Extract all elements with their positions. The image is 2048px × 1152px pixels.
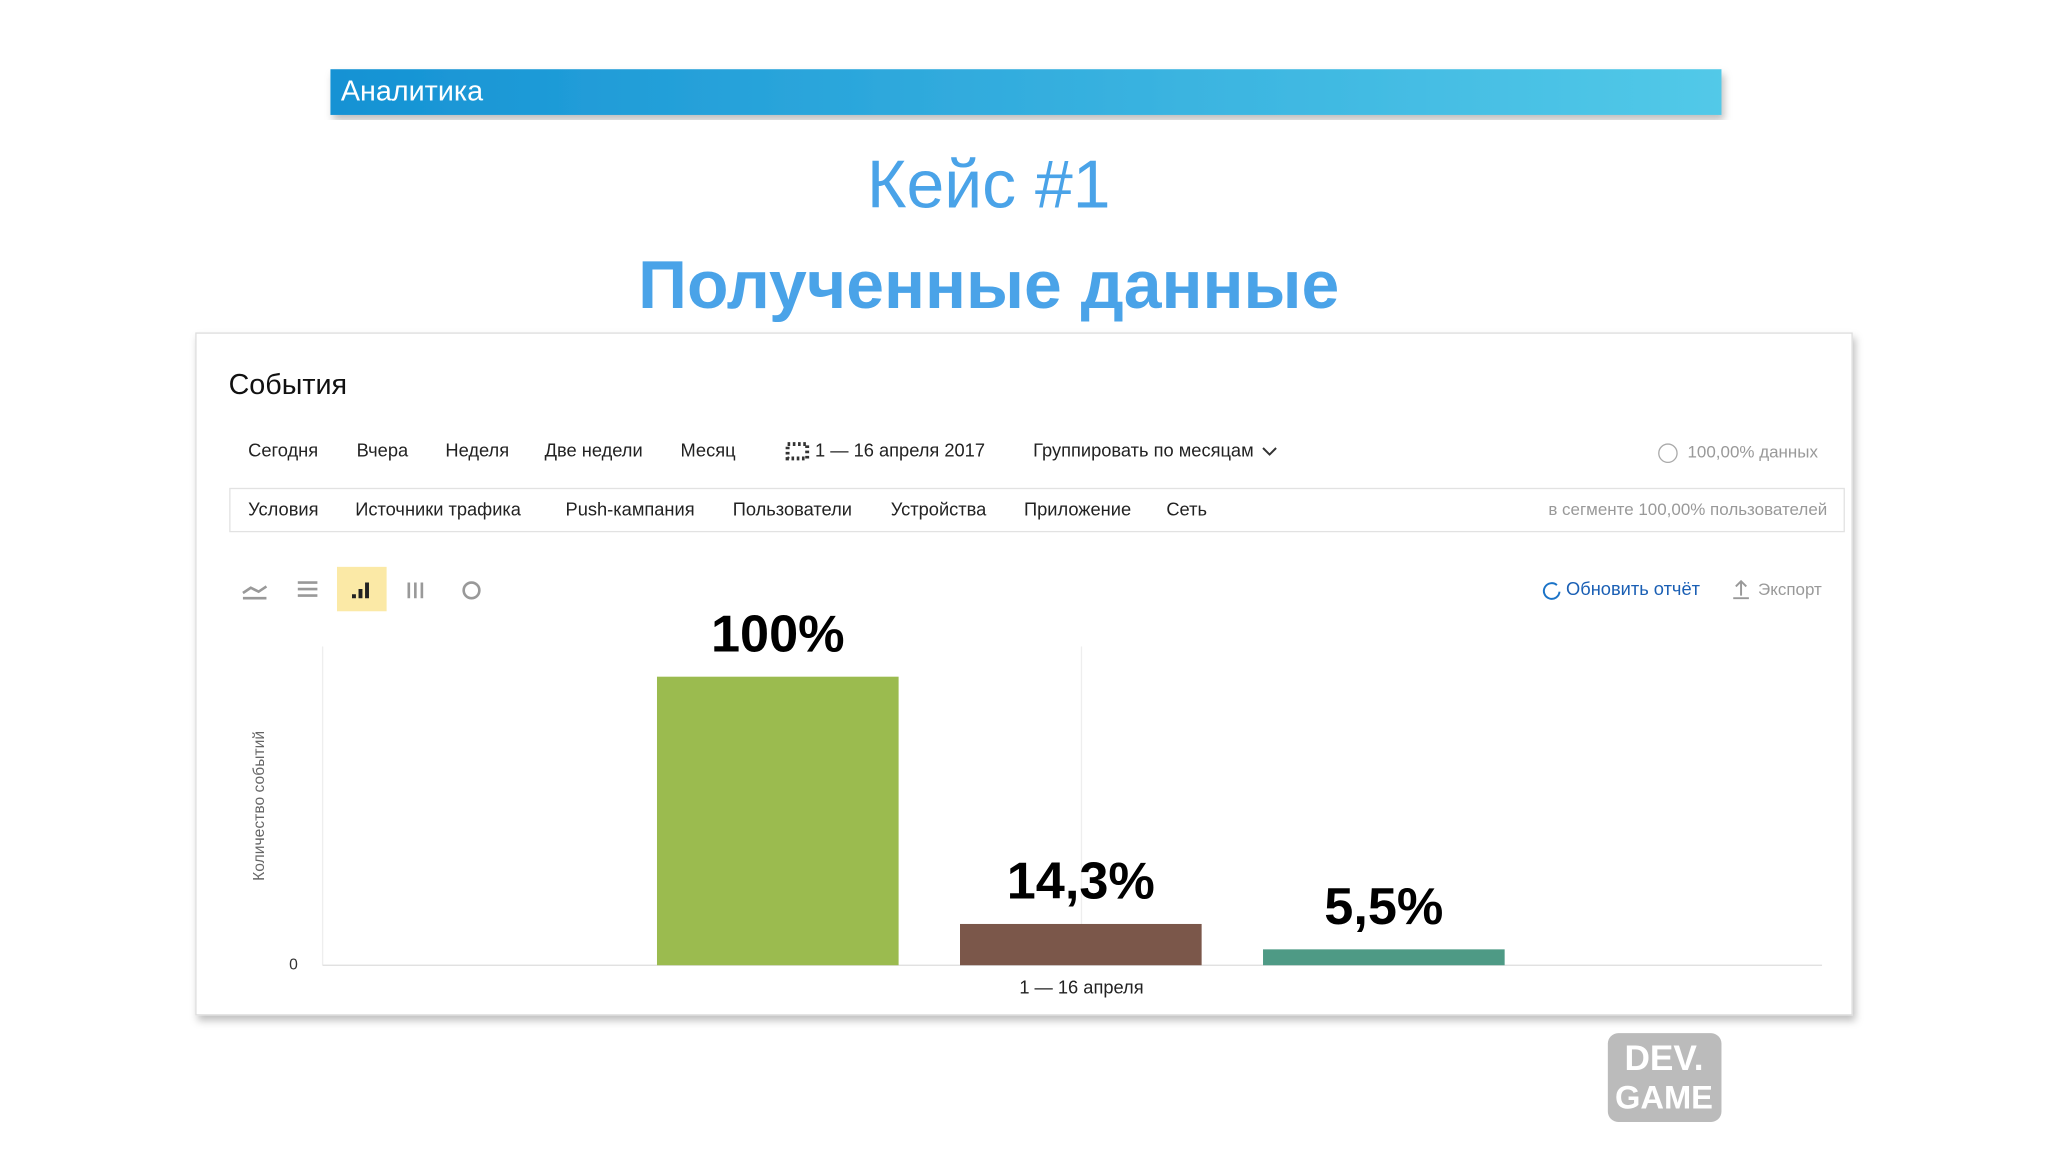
filter-tab[interactable]: Условия	[248, 499, 318, 520]
panel-title: События	[229, 369, 348, 401]
segment-info: в сегменте 100,00% пользователей	[1548, 500, 1827, 519]
value-label: 100%	[711, 605, 845, 663]
calendar-icon	[785, 442, 810, 461]
screenshot-panel	[195, 332, 1853, 1016]
filter-tab[interactable]: Устройства	[891, 499, 987, 520]
bar	[656, 676, 899, 966]
x-axis-label: 1 — 16 апреля	[1019, 977, 1143, 998]
title: Кейс #1	[867, 147, 1111, 222]
subtitle: Полученные данные	[638, 248, 1339, 323]
logo-badge	[1607, 1033, 1722, 1122]
period-button[interactable]: Месяц	[680, 440, 736, 461]
chart-type-icons	[242, 581, 481, 600]
bar	[1263, 949, 1505, 966]
filter-tab[interactable]: Сеть	[1166, 499, 1207, 520]
filter-bar	[229, 487, 1845, 533]
refresh-icon	[1542, 582, 1561, 600]
filter-tab[interactable]: Приложение	[1024, 499, 1131, 520]
date-range[interactable]: 1 — 16 апреля 2017	[815, 440, 985, 461]
filter-tab[interactable]: Push-кампания	[566, 499, 695, 520]
export-icon	[1733, 579, 1749, 600]
refresh-button[interactable]: Обновить отчёт	[1566, 578, 1701, 599]
logo-line: DEV.	[1624, 1039, 1703, 1078]
header-text: Аналитика	[341, 75, 483, 107]
period-button[interactable]: Две недели	[545, 440, 643, 461]
header-bar	[330, 69, 1722, 115]
logo-line: GAME	[1615, 1078, 1713, 1115]
period-button[interactable]: Неделя	[445, 440, 509, 461]
filter-tab[interactable]: Пользователи	[733, 499, 852, 520]
bar	[960, 923, 1202, 966]
period-button[interactable]: Вчера	[357, 440, 409, 461]
dropdown-arrow	[1262, 447, 1277, 456]
filter-tab[interactable]: Источники трафика	[355, 499, 522, 520]
value-label: 14,3%	[1007, 853, 1155, 911]
y-tick-label: 0	[289, 956, 298, 973]
period-button[interactable]: Сегодня	[248, 440, 318, 461]
export-button[interactable]: Экспорт	[1758, 580, 1822, 599]
y-axis-label: Количество событий	[251, 731, 268, 881]
value-label: 5,5%	[1324, 878, 1443, 936]
data-share[interactable]: 100,00% данных	[1688, 443, 1819, 462]
group-by[interactable]: Группировать по месяцам	[1033, 440, 1254, 461]
info-icon	[1658, 443, 1678, 464]
